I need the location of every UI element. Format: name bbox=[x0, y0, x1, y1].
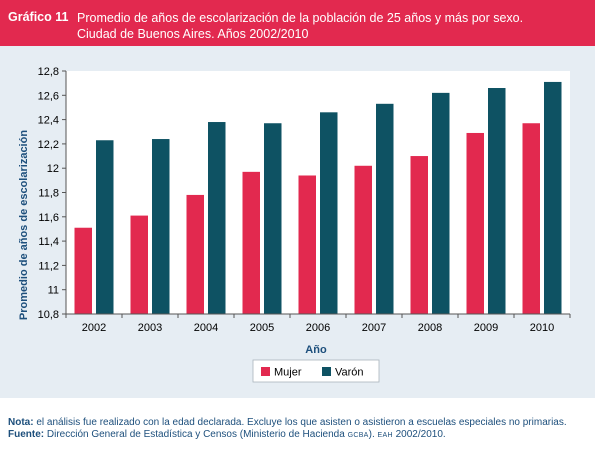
legend-swatch-varon bbox=[322, 367, 331, 376]
y-tick-label: 12,8 bbox=[38, 66, 59, 78]
legend-swatch-mujer bbox=[261, 367, 270, 376]
bar-mujer-2008 bbox=[410, 156, 428, 314]
bar-varon-2008 bbox=[432, 92, 450, 314]
note-label: Nota: bbox=[8, 417, 34, 428]
bar-mujer-2006 bbox=[298, 175, 316, 314]
source-text-mid: ). bbox=[368, 429, 378, 440]
y-tick-label: 11,8 bbox=[38, 188, 59, 200]
notes-block: Nota: el análisis fue realizado con la e… bbox=[8, 417, 593, 442]
legend-box bbox=[252, 359, 380, 383]
y-tick-label: 12,6 bbox=[38, 90, 59, 102]
bar-chart: 10,8 11 11,2 11,4 11,6 11,8 12 12,2 12,4 12,6 12,8… bbox=[18, 66, 571, 383]
x-tick-label: 2008 bbox=[418, 322, 442, 334]
y-axis-title: Promedio de años de escolarización bbox=[18, 130, 30, 320]
bar-mujer-2007 bbox=[354, 165, 372, 314]
bar-mujer-2005 bbox=[242, 171, 260, 314]
y-tick-label: 12 bbox=[47, 163, 59, 175]
y-tick-label: 11,2 bbox=[38, 260, 59, 272]
bar-varon-2010 bbox=[544, 81, 562, 314]
x-tick-label: 2006 bbox=[306, 322, 330, 334]
bar-varon-2003 bbox=[152, 139, 170, 314]
note-line: Nota: el análisis fue realizado con la e… bbox=[8, 417, 593, 429]
chart-panel: 10,8 11 11,2 11,4 11,6 11,8 12 12,2 12,4 12,6 12,8… bbox=[0, 46, 595, 398]
chart-title-line-1: Promedio de años de escolarización de la… bbox=[77, 11, 524, 25]
legend: Mujer Varón bbox=[252, 359, 380, 383]
x-tick-label: 2005 bbox=[250, 322, 274, 334]
legend-label-varon: Varón bbox=[335, 367, 364, 379]
figure-number: Gráfico 11 bbox=[8, 10, 69, 24]
y-tick-label: 11 bbox=[48, 285, 59, 297]
y-tick-label: 11,6 bbox=[38, 212, 59, 224]
y-tick-label: 11,4 bbox=[38, 236, 59, 248]
x-axis-title: Año bbox=[305, 344, 327, 356]
bar-varon-2004 bbox=[208, 122, 226, 314]
x-tick-label: 2009 bbox=[474, 322, 498, 334]
source-eah: EAH bbox=[377, 432, 393, 439]
bar-varon-2002 bbox=[96, 140, 114, 314]
note-text: el análisis fue realizado con la edad de… bbox=[33, 417, 567, 428]
y-tick-label: 12,2 bbox=[38, 139, 59, 151]
chart-title-line-2: Ciudad de Buenos Aires. Años 2002/2010 bbox=[77, 27, 309, 41]
x-tick-label: 2010 bbox=[530, 322, 554, 334]
source-text: Dirección General de Estadística y Censo… bbox=[44, 429, 348, 440]
source-label: Fuente: bbox=[8, 429, 45, 440]
plot-background bbox=[66, 71, 570, 314]
source-line: Fuente: Dirección General de Estadística… bbox=[8, 429, 593, 442]
bar-mujer-2002 bbox=[74, 227, 92, 314]
plot-area: 10,8 11 11,2 11,4 11,6 11,8 12 12,2 12,4 12,6 12,8… bbox=[38, 66, 571, 334]
x-tick-label: 2007 bbox=[362, 322, 386, 334]
chart-header: Gráfico 11 Promedio de años de escolariz… bbox=[0, 0, 595, 46]
bar-mujer-2004 bbox=[186, 194, 204, 314]
chart-title: Promedio de años de escolarización de la… bbox=[77, 10, 587, 42]
bar-mujer-2010 bbox=[522, 123, 540, 315]
bar-varon-2009 bbox=[488, 88, 506, 314]
legend-label-mujer: Mujer bbox=[274, 367, 302, 379]
chart-footer: Nota: el análisis fue realizado con la e… bbox=[0, 398, 595, 450]
y-tick-label: 10,8 bbox=[38, 309, 59, 321]
bar-mujer-2003 bbox=[130, 215, 148, 314]
bar-varon-2005 bbox=[264, 123, 282, 315]
x-tick-label: 2003 bbox=[138, 322, 162, 334]
bar-varon-2006 bbox=[320, 112, 338, 314]
x-tick-label: 2004 bbox=[194, 322, 218, 334]
y-tick-label: 12,4 bbox=[38, 115, 59, 127]
bar-varon-2007 bbox=[376, 103, 394, 315]
bar-mujer-2009 bbox=[466, 132, 484, 314]
x-tick-label: 2002 bbox=[82, 322, 106, 334]
source-text-end: 2002/2010. bbox=[392, 429, 446, 440]
source-gcba: GCBA bbox=[347, 432, 369, 439]
